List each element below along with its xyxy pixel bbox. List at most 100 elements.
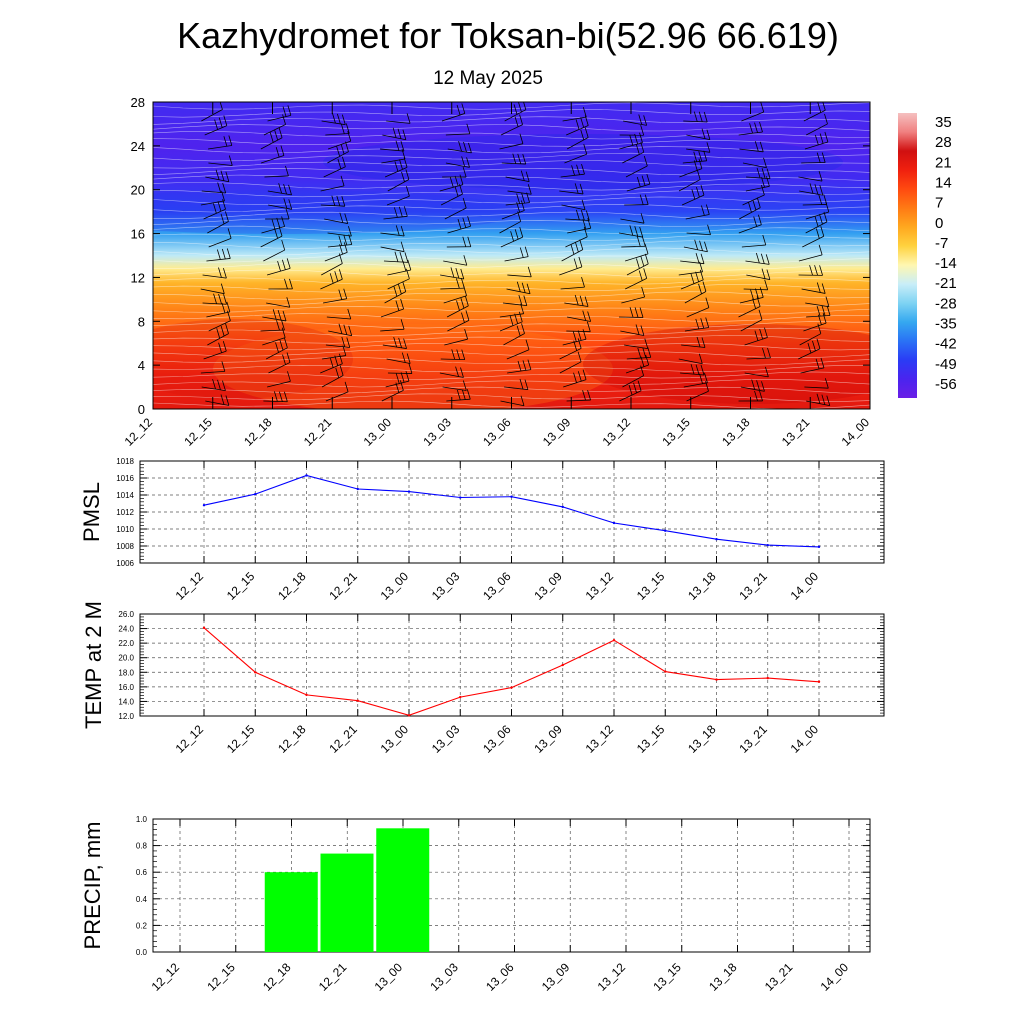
wind-barb-flag — [634, 226, 639, 237]
precipitation-panel: 0.0 0.2 0.4 0.6 0.8 1.0 12_12 12_15 12_18 12_21 13… — [80, 815, 871, 994]
wind-barb-flag — [395, 225, 400, 236]
wind-barb-flag — [269, 132, 274, 143]
wind-barb-flag — [462, 236, 467, 247]
wind-barb — [686, 134, 710, 141]
wind-barb-flag — [583, 144, 588, 155]
x-tick-label: 13_06 — [480, 722, 514, 756]
wind-barb-flag — [643, 115, 648, 126]
wind-barb — [320, 278, 343, 290]
wind-barb-flag — [767, 347, 771, 359]
wind-barb-flag — [764, 279, 769, 290]
wind-barb-flag — [225, 395, 230, 406]
wind-barb-flag — [340, 143, 345, 155]
wind-barb-flag — [577, 330, 582, 341]
wind-barb — [560, 286, 585, 290]
wind-barb — [802, 235, 824, 248]
wind-barb-flag — [629, 135, 634, 146]
data-point — [766, 676, 769, 680]
wind-barb-flag — [338, 289, 343, 300]
wind-barb — [507, 190, 532, 195]
wind-barb — [263, 124, 286, 136]
wind-barb — [740, 386, 765, 392]
wind-barb-flag — [399, 159, 403, 170]
colorbar-label: -42 — [935, 336, 957, 353]
wind-barb-flag — [760, 184, 765, 196]
wind-barb — [327, 140, 351, 150]
wind-barb-flag — [690, 273, 695, 284]
wind-barb — [268, 362, 291, 374]
wind-barb — [678, 179, 701, 192]
contour-line — [153, 262, 870, 271]
wind-barb-flag — [276, 320, 280, 331]
wind-barb-flag — [462, 217, 467, 228]
wind-barb — [625, 277, 647, 290]
wind-barb — [743, 288, 768, 291]
field-variation — [153, 319, 353, 399]
wind-barb-flag — [454, 175, 459, 187]
wind-barb-flag — [640, 125, 645, 136]
x-tick-label: 13_21 — [736, 722, 770, 756]
y-tick-label: 0.4 — [136, 895, 148, 904]
wind-barb — [441, 113, 465, 122]
page-title: Kazhydromet for Toksan-bi(52.96 66.619) — [177, 15, 839, 56]
wind-barb-flag — [525, 171, 530, 182]
wind-barb-flag — [275, 146, 280, 158]
wind-barb-flag — [644, 253, 649, 264]
wind-barb-flag — [401, 171, 405, 183]
wind-barb — [620, 330, 644, 336]
bar — [320, 853, 374, 952]
contour-line — [153, 277, 870, 285]
contour-line — [153, 138, 870, 147]
wind-barb — [678, 358, 703, 365]
wind-barb — [560, 173, 585, 178]
wind-barb-flag — [400, 319, 405, 330]
wind-barb-flag — [812, 340, 816, 351]
wind-barb — [565, 236, 588, 248]
y-tick-label: 0.0 — [136, 948, 148, 957]
wind-barb — [261, 226, 285, 234]
wind-barb-flag — [637, 347, 642, 359]
wind-barb-flag — [820, 357, 825, 368]
wind-barb-flag — [643, 268, 648, 279]
wind-barb-flag — [703, 150, 708, 161]
data-point — [459, 496, 462, 499]
wind-barb-flag — [288, 199, 293, 210]
wind-barb-flag — [640, 213, 645, 224]
wind-barb-flag — [395, 140, 400, 151]
wind-barb — [559, 348, 582, 360]
wind-barb-flag — [698, 151, 703, 162]
wind-barb-flag — [342, 156, 346, 167]
wind-barb-flag — [393, 207, 398, 218]
wind-barb-flag — [638, 270, 643, 281]
wind-barb-flag — [754, 122, 758, 133]
wind-barb-flag — [573, 372, 577, 383]
x-tick-label: 12_15 — [224, 722, 258, 756]
wind-barb-flag — [401, 352, 406, 363]
wind-barb-flag — [222, 182, 227, 194]
wind-barb-flag — [822, 102, 826, 111]
contour-line — [153, 167, 870, 176]
wind-barb-flag — [520, 200, 525, 211]
wind-barb-flag — [756, 296, 761, 307]
wind-barb-flag — [698, 353, 703, 364]
wind-barb — [746, 176, 771, 179]
wind-barb-flag — [222, 340, 227, 352]
wind-barb-flag — [579, 239, 584, 250]
wind-barb-flag — [582, 369, 587, 380]
wind-barb-flag — [394, 161, 399, 172]
wind-barb-flag — [577, 371, 582, 382]
data-point — [202, 626, 206, 630]
wind-barb-flag — [289, 278, 293, 289]
wind-barb-flag — [521, 193, 525, 204]
wind-barb-flag — [705, 297, 710, 308]
wind-barb — [805, 302, 830, 308]
wind-barb — [440, 358, 465, 361]
wind-barb — [805, 221, 828, 234]
wind-barb-flag — [575, 119, 580, 130]
wind-barb-flag — [274, 228, 278, 239]
wind-barb-flag — [754, 390, 758, 402]
wind-barb-flag — [634, 133, 639, 145]
colorbar-label: -28 — [935, 295, 957, 312]
data-point — [664, 529, 667, 532]
wind-barb — [738, 131, 763, 136]
